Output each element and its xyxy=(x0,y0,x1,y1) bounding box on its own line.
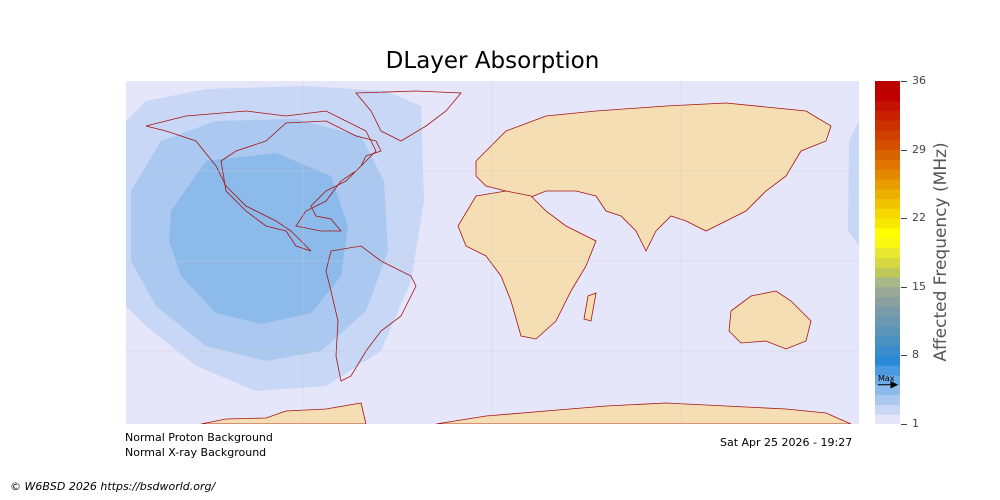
colorbar-swatch xyxy=(875,149,900,160)
graticule xyxy=(126,81,859,424)
colorbar-swatch xyxy=(875,306,900,317)
colorbar-swatch xyxy=(875,404,900,415)
colorbar-tick-label: 8 xyxy=(912,348,919,362)
timestamp: Sat Apr 25 2026 - 19:27 xyxy=(720,436,853,449)
colorbar xyxy=(875,81,900,424)
antarctica xyxy=(200,402,852,424)
australia xyxy=(728,290,812,350)
colorbar-swatch xyxy=(875,267,900,278)
absorption-contours xyxy=(126,86,859,391)
colorbar-label: Affected Frequency (MHz) xyxy=(931,142,951,362)
colorbar-tick-mark xyxy=(901,286,907,288)
europe-asia xyxy=(475,102,832,252)
colorbar-swatch xyxy=(875,365,900,376)
colorbar-swatch xyxy=(875,198,900,209)
colorbar-tick-label: 22 xyxy=(912,211,926,225)
colorbar-swatch xyxy=(875,208,900,219)
contour-level-3 xyxy=(169,153,348,324)
colorbar-swatch xyxy=(875,218,900,229)
colorbar-swatch xyxy=(875,326,900,337)
land-masses xyxy=(145,90,852,424)
colorbar-tick-mark xyxy=(901,424,907,425)
max-marker-label: Max xyxy=(878,374,895,383)
colorbar-swatch xyxy=(875,179,900,190)
colorbar-swatch xyxy=(875,375,900,386)
madagascar xyxy=(583,292,597,322)
colorbar-tick-label: 29 xyxy=(912,142,926,156)
colorbar-swatch xyxy=(875,316,900,327)
colorbar-swatch xyxy=(875,159,900,170)
colorbar-swatch xyxy=(875,237,900,249)
colorbar-swatch xyxy=(875,394,900,405)
colorbar-swatch xyxy=(875,100,900,111)
colorbar-swatch xyxy=(875,110,900,121)
africa xyxy=(457,190,597,340)
colorbar-swatch xyxy=(875,414,900,424)
colorbar-swatch xyxy=(875,139,900,151)
map-title: DLayer Absorption xyxy=(385,48,600,74)
copyright: © W6BSD 2026 https://bsdworld.org/ xyxy=(10,480,216,493)
colorbar-tick-label: 15 xyxy=(912,279,926,293)
colorbar-tick-mark xyxy=(901,149,907,151)
world-map xyxy=(126,81,859,424)
colorbar-swatch xyxy=(875,355,900,366)
contour-east-edge xyxy=(848,121,859,246)
colorbar-swatch xyxy=(875,130,900,141)
colorbar-swatch xyxy=(875,169,900,180)
colorbar-tick-mark xyxy=(901,218,907,220)
colorbar-swatch xyxy=(875,384,900,396)
colorbar-swatch xyxy=(875,120,900,131)
colorbar-swatch xyxy=(875,335,900,347)
colorbar-tick-label: 1 xyxy=(912,417,919,430)
colorbar-swatch xyxy=(875,296,900,307)
colorbar-swatch xyxy=(875,90,900,102)
xray-status: Normal X-ray Background xyxy=(125,446,267,459)
colorbar-swatch xyxy=(875,228,900,239)
colorbar-tick-label: 36 xyxy=(912,74,926,87)
colorbar-swatch xyxy=(875,247,900,258)
colorbar-swatch xyxy=(875,345,900,356)
colorbar-swatch xyxy=(875,277,900,288)
greenland xyxy=(355,90,462,142)
max-arrow-icon xyxy=(878,380,899,389)
colorbar-tick-mark xyxy=(901,355,907,357)
colorbar-swatch xyxy=(875,286,900,298)
colorbar-tick-mark xyxy=(901,81,907,82)
proton-status: Normal Proton Background xyxy=(125,431,273,444)
colorbar-swatch xyxy=(875,81,900,92)
colorbar-swatch xyxy=(875,188,900,200)
colorbar-swatch xyxy=(875,257,900,268)
